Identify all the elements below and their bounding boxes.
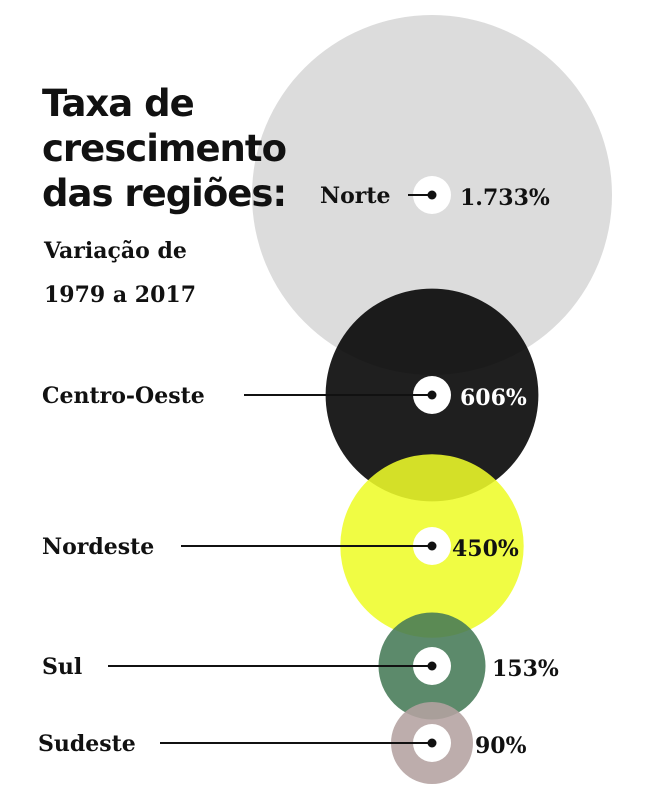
center-dot-sudeste: [427, 738, 437, 748]
chart-subtitle: Variação de 1979 a 2017: [43, 238, 196, 308]
chart-title: Taxa de crescimento das regiões:: [42, 82, 287, 215]
subtitle-line-1: Variação de: [43, 238, 187, 264]
center-dot-sul: [427, 661, 437, 671]
center-dot-nordeste: [427, 541, 437, 551]
center-dot-centro-oeste: [427, 390, 437, 400]
value-label-norte: 1.733%: [460, 185, 550, 211]
region-label-sudeste: Sudeste: [38, 731, 136, 757]
region-label-centro-oeste: Centro-Oeste: [42, 383, 205, 409]
value-label-sul: 153%: [492, 656, 559, 682]
value-label-centro-oeste: 606%: [460, 385, 527, 411]
title-line-1: Taxa de: [42, 82, 194, 125]
title-line-2: crescimento: [42, 127, 286, 170]
region-label-nordeste: Nordeste: [42, 534, 154, 560]
subtitle-line-2: 1979 a 2017: [44, 282, 196, 308]
value-label-sudeste: 90%: [475, 733, 527, 759]
region-label-sul: Sul: [42, 654, 82, 680]
labels-layer: Norte 1.733% Centro-Oeste 606% Nordeste 450% S…: [38, 176, 559, 762]
value-label-nordeste: 450%: [452, 536, 519, 562]
title-line-3: das regiões:: [42, 172, 286, 215]
center-dot-norte: [427, 190, 437, 200]
region-label-norte: Norte: [320, 183, 391, 209]
